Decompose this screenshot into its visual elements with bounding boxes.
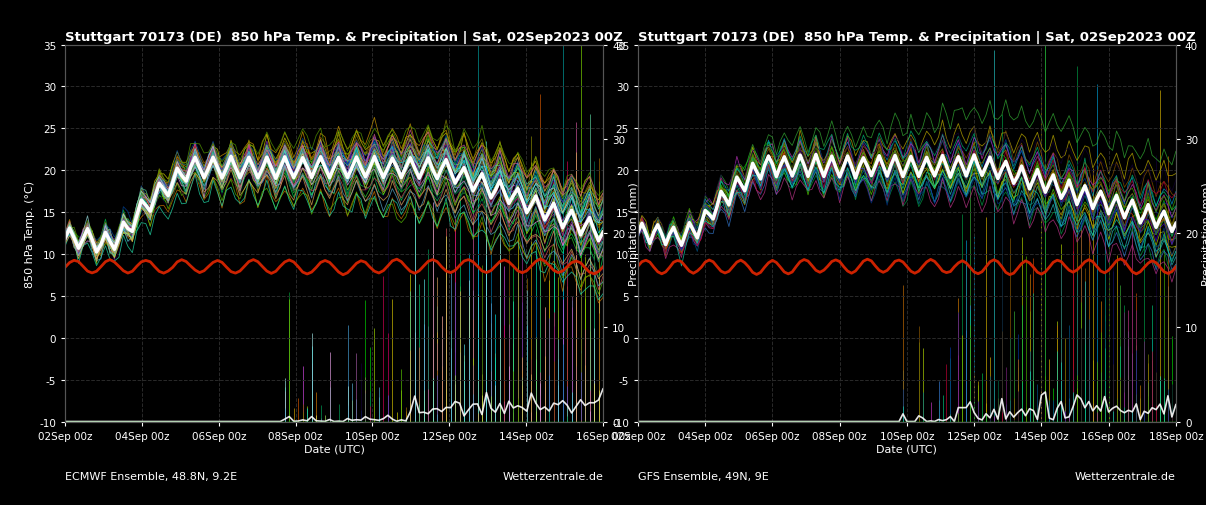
Y-axis label: 850 hPa Temp. (°C): 850 hPa Temp. (°C) <box>25 180 35 287</box>
Y-axis label: Precipitation (mm): Precipitation (mm) <box>630 182 639 285</box>
Text: ECMWF Ensemble, 48.8N, 9.2E: ECMWF Ensemble, 48.8N, 9.2E <box>65 471 238 481</box>
Text: GFS Ensemble, 49N, 9E: GFS Ensemble, 49N, 9E <box>638 471 768 481</box>
X-axis label: Date (UTC): Date (UTC) <box>304 443 364 453</box>
Text: Wetterzentrale.de: Wetterzentrale.de <box>502 471 603 481</box>
Y-axis label: Precipitation (mm): Precipitation (mm) <box>1202 182 1206 285</box>
Text: Stuttgart 70173 (DE)  850 hPa Temp. & Precipitation | Sat, 02Sep2023 00Z: Stuttgart 70173 (DE) 850 hPa Temp. & Pre… <box>638 31 1195 44</box>
Text: Stuttgart 70173 (DE)  850 hPa Temp. & Precipitation | Sat, 02Sep2023 00Z: Stuttgart 70173 (DE) 850 hPa Temp. & Pre… <box>65 31 622 44</box>
X-axis label: Date (UTC): Date (UTC) <box>877 443 937 453</box>
Text: Wetterzentrale.de: Wetterzentrale.de <box>1075 471 1176 481</box>
